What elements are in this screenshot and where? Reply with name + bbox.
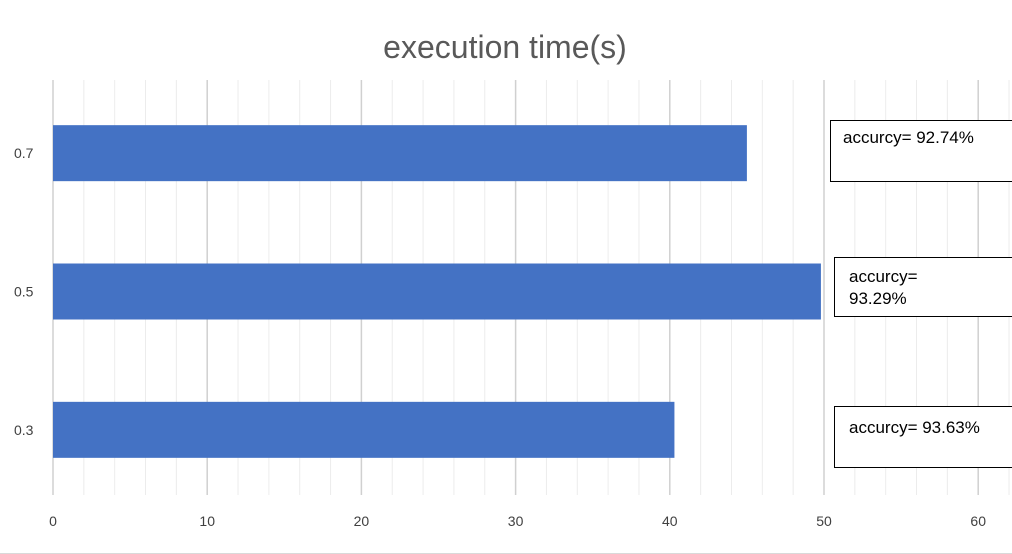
y-tick-label: 0.3 [14, 422, 34, 438]
x-tick-layer: 0 10 20 30 40 50 60 [49, 513, 986, 529]
annotation-text: accurcy= 93.29% [849, 267, 918, 308]
annotation-box: accurcy= 92.74% [830, 120, 1012, 182]
x-tick-label: 30 [508, 513, 524, 529]
y-tick-layer: 0.3 0.5 0.7 [14, 145, 34, 438]
x-tick-label: 20 [354, 513, 370, 529]
x-tick-label: 60 [970, 513, 986, 529]
annotation-box: accurcy= 93.63% [834, 406, 1012, 468]
chart-title: execution time(s) [383, 29, 627, 65]
annotation-text: accurcy= 92.74% [843, 128, 974, 147]
bar [53, 125, 747, 182]
bar [53, 401, 675, 458]
bar [53, 263, 821, 320]
annotation-text: accurcy= 93.63% [849, 418, 980, 437]
x-tick-label: 10 [199, 513, 215, 529]
y-tick-label: 0.5 [14, 284, 34, 300]
bar-layer [53, 125, 821, 458]
x-tick-label: 0 [49, 513, 57, 529]
annotation-box: accurcy= 93.29% [834, 257, 1012, 317]
x-tick-label: 50 [816, 513, 832, 529]
y-tick-label: 0.7 [14, 145, 34, 161]
x-tick-label: 40 [662, 513, 678, 529]
